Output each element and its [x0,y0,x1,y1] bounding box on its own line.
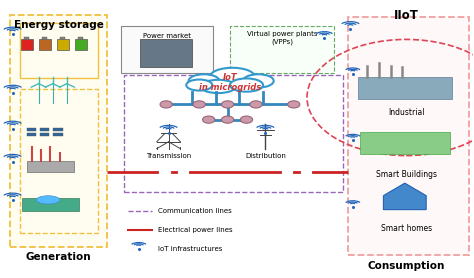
FancyBboxPatch shape [53,133,63,136]
FancyBboxPatch shape [357,77,452,99]
Ellipse shape [189,74,219,88]
Text: Consumption: Consumption [367,261,445,271]
FancyBboxPatch shape [60,37,65,39]
Ellipse shape [186,80,212,91]
FancyBboxPatch shape [40,133,49,136]
Circle shape [160,101,173,108]
FancyBboxPatch shape [20,89,98,233]
FancyBboxPatch shape [27,161,74,172]
FancyBboxPatch shape [22,198,79,211]
Circle shape [221,116,234,123]
FancyBboxPatch shape [121,26,213,73]
Text: Distribution: Distribution [245,153,286,159]
Circle shape [240,116,253,123]
FancyBboxPatch shape [27,128,36,131]
FancyBboxPatch shape [42,37,47,39]
Ellipse shape [210,68,255,86]
FancyBboxPatch shape [10,14,107,247]
Circle shape [221,101,234,108]
FancyBboxPatch shape [230,26,334,73]
Text: Industrial: Industrial [388,108,424,117]
FancyBboxPatch shape [21,39,33,51]
Text: Transmission: Transmission [146,153,191,159]
Text: IoT infrastructures: IoT infrastructures [158,245,222,252]
FancyBboxPatch shape [56,39,69,51]
Text: Energy storage: Energy storage [14,20,103,30]
Circle shape [193,101,205,108]
FancyBboxPatch shape [53,128,63,131]
Text: Communication lines: Communication lines [158,208,231,214]
Text: Generation: Generation [26,252,91,262]
FancyBboxPatch shape [74,39,87,51]
Text: Smart homes: Smart homes [381,224,432,234]
Ellipse shape [201,80,236,93]
FancyBboxPatch shape [40,128,49,131]
Circle shape [250,101,262,108]
FancyBboxPatch shape [25,37,29,39]
Ellipse shape [36,196,60,204]
Ellipse shape [230,78,263,92]
Text: IoT
in microgrids: IoT in microgrids [199,73,261,92]
FancyBboxPatch shape [20,23,98,78]
Text: Smart Buildings: Smart Buildings [376,170,437,180]
FancyBboxPatch shape [38,39,51,51]
Text: IIoT: IIoT [394,9,419,22]
Text: Electrical power lines: Electrical power lines [158,227,232,233]
Circle shape [202,116,215,123]
Ellipse shape [243,74,273,88]
FancyBboxPatch shape [78,37,83,39]
FancyBboxPatch shape [360,132,450,154]
FancyBboxPatch shape [140,39,192,67]
Text: Virtual power plants
(VPPs): Virtual power plants (VPPs) [246,31,317,45]
FancyBboxPatch shape [348,17,469,255]
Text: Power market: Power market [143,33,191,39]
FancyBboxPatch shape [27,133,36,136]
Circle shape [288,101,300,108]
Polygon shape [383,183,426,210]
